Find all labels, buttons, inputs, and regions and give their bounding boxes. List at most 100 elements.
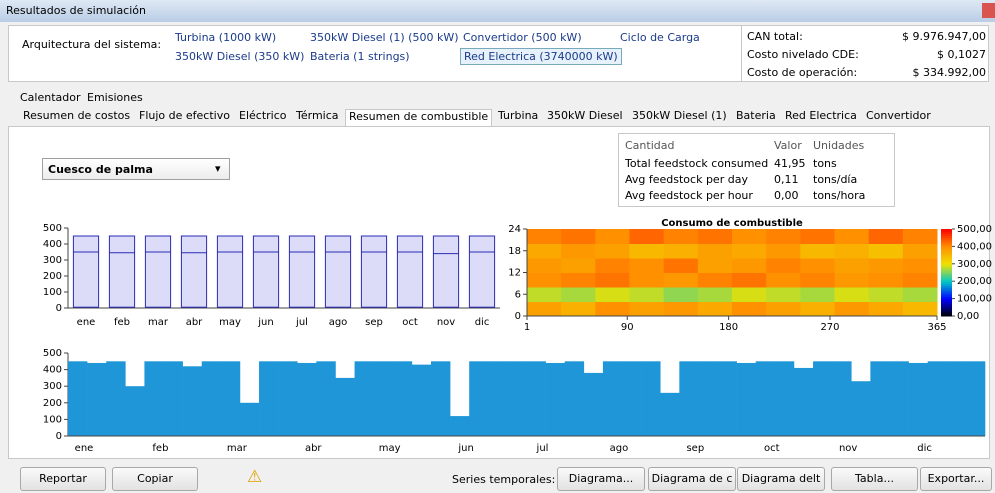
colorbar-segment xyxy=(941,261,952,265)
tab[interactable]: Flujo de efectivo xyxy=(139,109,230,122)
heat-cell xyxy=(766,287,801,302)
bar xyxy=(450,416,470,436)
heat-cell xyxy=(697,229,733,244)
table-cell: 41,95 xyxy=(774,157,806,170)
arch-item[interactable]: Ciclo de Carga xyxy=(620,31,700,44)
tab[interactable]: Calentador xyxy=(20,91,81,104)
colorbar-segment xyxy=(941,237,952,241)
x-tick-label: may xyxy=(219,317,241,328)
heat-cell xyxy=(868,287,904,302)
box xyxy=(252,235,280,308)
colorbar-segment xyxy=(941,292,952,295)
bar xyxy=(832,361,852,436)
colorbar-segment xyxy=(941,235,952,239)
button[interactable]: Exportar... xyxy=(920,467,992,491)
bar xyxy=(660,392,680,436)
table-header: Unidades xyxy=(813,139,865,152)
colorbar-segment xyxy=(941,283,952,287)
table-cell: tons/hora xyxy=(813,189,866,202)
heat-cell xyxy=(766,243,801,259)
colorbar-segment xyxy=(941,250,952,254)
button[interactable]: Tabla... xyxy=(831,467,918,491)
heat-cell xyxy=(697,272,733,288)
bar xyxy=(641,361,661,436)
heat-cell xyxy=(732,287,767,302)
y-tick-label: 6 xyxy=(515,289,521,300)
colorbar-segment xyxy=(941,311,952,315)
arch-item[interactable]: 350kW Diesel (350 kW) xyxy=(175,50,305,63)
tab[interactable]: Resumen de costos xyxy=(23,109,131,122)
tab[interactable]: Resumen de combustible xyxy=(345,109,493,126)
tab[interactable]: Bateria xyxy=(736,109,776,122)
summary-panel xyxy=(741,25,989,82)
heat-cell xyxy=(868,229,904,244)
bar xyxy=(163,361,183,436)
bar xyxy=(373,361,394,436)
x-tick-label: nov xyxy=(839,443,857,454)
button[interactable]: Copiar xyxy=(112,467,198,491)
tab[interactable]: Convertidor xyxy=(866,109,931,122)
colorbar-segment xyxy=(941,229,952,232)
bar xyxy=(259,361,279,436)
colorbar-segment xyxy=(941,248,952,252)
heat-cell xyxy=(902,243,938,259)
y-tick-label: 0 xyxy=(56,431,62,442)
y-tick-label: 18 xyxy=(508,246,521,257)
tab[interactable]: Red Electrica xyxy=(785,109,857,122)
arch-item[interactable]: 350kW Diesel (1) (500 kW) xyxy=(310,31,459,44)
arch-item[interactable]: Red Electrica (3740000 kW) xyxy=(460,48,622,65)
heat-cell xyxy=(527,301,562,317)
table-box xyxy=(618,133,895,207)
colorbar-segment xyxy=(941,274,952,278)
x-tick-label: ago xyxy=(610,443,629,454)
arch-item[interactable]: Convertidor (500 kW) xyxy=(463,31,582,44)
bar xyxy=(889,361,909,436)
heat-cell xyxy=(629,287,665,302)
button[interactable]: Diagrama... xyxy=(557,467,645,491)
button[interactable]: Diagrama delt xyxy=(737,467,825,491)
arch-item[interactable]: Turbina (1000 kW) xyxy=(175,31,277,44)
heat-cell xyxy=(663,301,699,317)
y-tick-label: 300 xyxy=(43,381,62,392)
x-tick-label: 270 xyxy=(820,322,839,333)
tab[interactable]: Eléctrico xyxy=(239,109,287,122)
x-tick-label: jun xyxy=(457,443,473,454)
bar xyxy=(201,361,222,436)
x-tick-label: feb xyxy=(152,443,168,454)
colorbar-segment xyxy=(941,265,952,269)
heat-cell xyxy=(595,243,630,259)
x-tick-label: 365 xyxy=(927,322,946,333)
bar xyxy=(87,362,107,436)
tab[interactable]: Turbina xyxy=(498,109,539,122)
y-tick-label: 500 xyxy=(43,223,62,234)
heat-cell xyxy=(527,258,562,273)
bar xyxy=(411,364,432,436)
tab[interactable]: Térmica xyxy=(296,109,339,122)
dropdown-text: Cuesco de palma xyxy=(48,163,153,176)
heat-cell xyxy=(868,258,904,273)
heat-cell xyxy=(800,287,835,302)
tab[interactable]: 350kW Diesel xyxy=(547,109,623,122)
table-cell: Total feedstock consumed xyxy=(625,157,769,170)
bar xyxy=(698,361,718,436)
heat-cell xyxy=(902,287,938,302)
tab[interactable]: 350kW Diesel (1) xyxy=(632,109,727,122)
bar xyxy=(220,361,241,436)
bar xyxy=(392,361,413,436)
colorbar-segment xyxy=(941,270,952,273)
bar xyxy=(507,361,527,436)
y-tick-label: 400 xyxy=(43,239,62,250)
button[interactable]: Reportar xyxy=(20,467,106,491)
colorbar-segment xyxy=(941,313,952,317)
warning-icon: ⚠ xyxy=(247,467,263,487)
close-button[interactable] xyxy=(982,3,995,18)
button[interactable]: Diagrama de c xyxy=(648,467,736,491)
colorbar-segment xyxy=(941,244,952,247)
x-tick-label: feb xyxy=(114,317,130,328)
heat-cell xyxy=(561,258,596,273)
tab[interactable]: Emisiones xyxy=(87,91,143,104)
heat-cell xyxy=(663,243,699,259)
series-label: Series temporales: xyxy=(452,473,556,486)
dropdown[interactable]: Cuesco de palma ▾ xyxy=(42,158,230,180)
arch-item[interactable]: Bateria (1 strings) xyxy=(310,50,410,63)
